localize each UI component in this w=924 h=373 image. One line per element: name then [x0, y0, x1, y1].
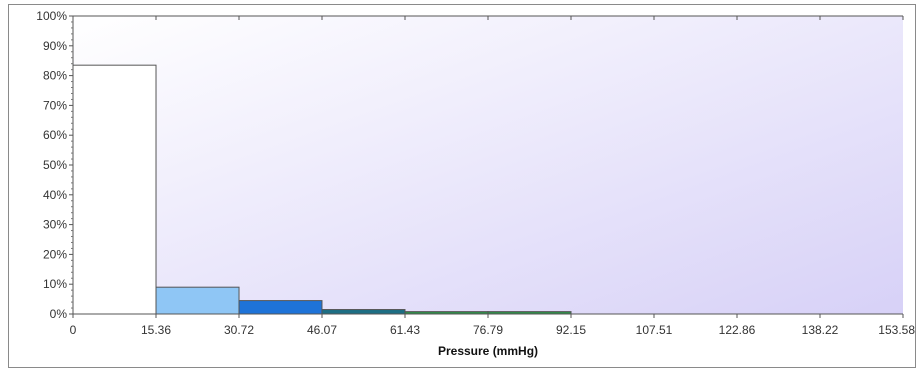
- chart-frame: 0% 10% 20% 30% 40% 50% 60% 70% 80% 90% 100% 0 15.36…: [8, 4, 916, 368]
- y-tick-label: 100%: [36, 9, 67, 23]
- x-tick-label: 61.43: [390, 323, 420, 337]
- x-tick-label: 0: [70, 323, 77, 337]
- x-tick-label: 46.07: [307, 323, 337, 337]
- y-tick-label: 70%: [43, 98, 67, 112]
- x-tick-label: 76.79: [473, 323, 503, 337]
- y-tick-label: 50%: [43, 158, 67, 172]
- y-tick-label: 60%: [43, 128, 67, 142]
- histogram-bar: [238, 300, 323, 315]
- plot-area: [73, 16, 903, 314]
- y-tick-label: 0%: [50, 307, 68, 321]
- x-tick-label: 15.36: [141, 323, 171, 337]
- y-tick-label: 40%: [43, 188, 67, 202]
- y-tick-label: 90%: [43, 39, 67, 53]
- x-tick-label: 107.51: [636, 323, 673, 337]
- y-tick-label: 30%: [43, 218, 67, 232]
- histogram-bar: [321, 309, 406, 315]
- x-tick-label: 122.86: [719, 323, 756, 337]
- x-tick-label: 153.58: [878, 323, 915, 337]
- x-axis-title: Pressure (mmHg): [438, 344, 538, 358]
- histogram-bar: [155, 286, 240, 315]
- x-axis: 0 15.36 30.72 46.07 61.43 76.79 92.15 107.51 122…: [70, 15, 915, 337]
- x-tick-label: 30.72: [224, 323, 254, 337]
- x-tick-label: 138.22: [802, 323, 839, 337]
- y-axis: 0% 10% 20% 30% 40% 50% 60% 70% 80% 90% 100%: [36, 9, 74, 321]
- y-tick-label: 10%: [43, 277, 67, 291]
- bars-group: [72, 64, 572, 315]
- y-tick-label: 20%: [43, 247, 67, 261]
- histogram-bar: [72, 64, 157, 315]
- y-tick-label: 80%: [43, 69, 67, 83]
- x-tick-label: 92.15: [556, 323, 586, 337]
- histogram-chart: 0% 10% 20% 30% 40% 50% 60% 70% 80% 90% 100% 0 15.36…: [36, 9, 915, 358]
